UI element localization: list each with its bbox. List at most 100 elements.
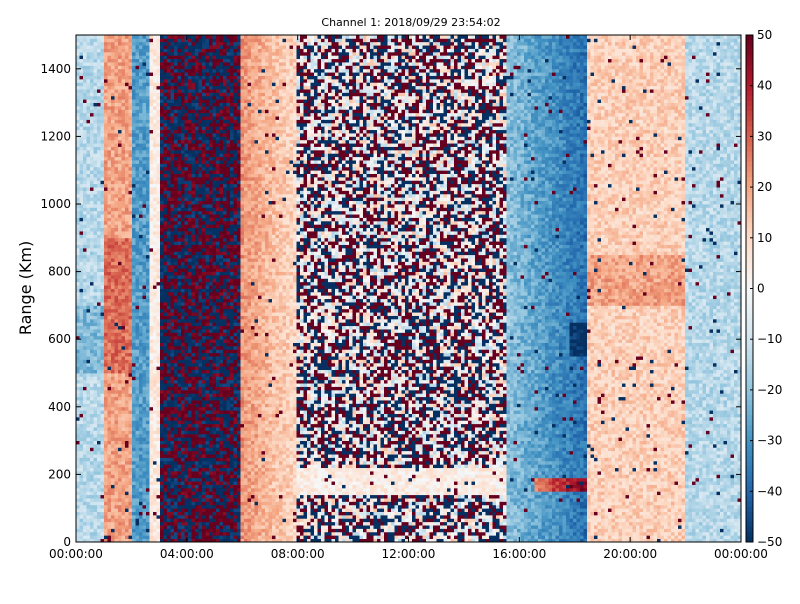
heatmap-cell <box>153 332 157 336</box>
heatmap-cell <box>90 35 94 39</box>
heatmap-cell <box>118 525 122 529</box>
heatmap-cell <box>80 150 84 154</box>
heatmap-cell <box>157 464 161 468</box>
heatmap-cell <box>101 336 105 340</box>
heatmap-cell <box>157 143 161 147</box>
heatmap-cell <box>139 528 143 532</box>
heatmap-cell <box>90 387 94 391</box>
heatmap-cell <box>101 234 105 238</box>
heatmap-cell <box>87 339 91 343</box>
heatmap-cell <box>115 383 119 387</box>
heatmap-cell <box>122 302 126 306</box>
heatmap-cell <box>111 201 115 205</box>
heatmap-cell <box>122 434 126 438</box>
heatmap-cell <box>115 72 119 76</box>
heatmap-cell <box>76 49 80 53</box>
heatmap-cell <box>104 322 108 326</box>
heatmap-cell <box>174 299 178 303</box>
heatmap-cell <box>80 295 84 299</box>
heatmap-cell <box>83 123 87 127</box>
heatmap-cell <box>136 458 140 462</box>
heatmap-cell <box>160 265 164 269</box>
heatmap-cell <box>174 92 178 96</box>
heatmap-cell <box>80 302 84 306</box>
heatmap-cell <box>178 197 182 201</box>
heatmap-cell <box>160 305 164 309</box>
heatmap-cell <box>118 163 122 167</box>
heatmap-cell <box>160 458 164 462</box>
heatmap-cell <box>111 136 115 140</box>
heatmap-cell <box>132 305 136 309</box>
heatmap-cell <box>125 92 129 96</box>
heatmap-cell <box>90 491 94 495</box>
heatmap-cell <box>111 218 115 222</box>
heatmap-cell <box>160 214 164 218</box>
heatmap-cell <box>83 234 87 238</box>
heatmap-cell <box>132 133 136 137</box>
heatmap-cell <box>153 535 157 539</box>
heatmap-cell <box>132 278 136 282</box>
heatmap-cell <box>108 231 112 235</box>
heatmap-cell <box>164 221 168 225</box>
heatmap-cell <box>90 221 94 225</box>
heatmap-cell <box>115 302 119 306</box>
heatmap-cell <box>97 397 101 401</box>
heatmap-cell <box>108 282 112 286</box>
heatmap-cell <box>153 468 157 472</box>
heatmap-cell <box>157 329 161 333</box>
heatmap-cell <box>94 160 98 164</box>
heatmap-cell <box>80 447 84 451</box>
heatmap-cell <box>118 278 122 282</box>
heatmap-cell <box>122 289 126 293</box>
heatmap-cell <box>97 204 101 208</box>
heatmap-cell <box>157 38 161 42</box>
heatmap-cell <box>76 518 80 522</box>
heatmap-cell <box>139 62 143 66</box>
heatmap-cell <box>125 231 129 235</box>
heatmap-cell <box>136 349 140 353</box>
heatmap-cell <box>115 512 119 516</box>
heatmap-cell <box>108 424 112 428</box>
heatmap-cell <box>171 79 175 83</box>
heatmap-cell <box>150 512 154 516</box>
heatmap-cell <box>146 458 150 462</box>
heatmap-cell <box>171 346 175 350</box>
heatmap-cell <box>125 245 129 249</box>
heatmap-cell <box>104 393 108 397</box>
heatmap-cell <box>146 55 150 59</box>
heatmap-cell <box>150 265 154 269</box>
heatmap-cell <box>118 45 122 49</box>
heatmap-cell <box>132 532 136 536</box>
heatmap-cell <box>136 59 140 63</box>
heatmap-cell <box>150 485 154 489</box>
heatmap-cell <box>76 454 80 458</box>
heatmap-cell <box>139 414 143 418</box>
heatmap-cell <box>104 491 108 495</box>
heatmap-cell <box>157 390 161 394</box>
heatmap-cell <box>90 495 94 499</box>
heatmap-cell <box>136 400 140 404</box>
heatmap-cell <box>132 52 136 56</box>
heatmap-cell <box>97 157 101 161</box>
heatmap-cell <box>129 258 133 262</box>
heatmap-cell <box>94 400 98 404</box>
heatmap-cell <box>101 52 105 56</box>
heatmap-cell <box>150 282 154 286</box>
heatmap-cell <box>139 346 143 350</box>
heatmap-cell <box>122 380 126 384</box>
heatmap-cell <box>150 285 154 289</box>
heatmap-cell <box>115 353 119 357</box>
heatmap-cell <box>90 214 94 218</box>
heatmap-cell <box>87 69 91 73</box>
heatmap-cell <box>129 96 133 100</box>
heatmap-cell <box>108 153 112 157</box>
heatmap-cell <box>87 461 91 465</box>
heatmap-cell <box>90 167 94 171</box>
heatmap-cell <box>80 113 84 117</box>
heatmap-cell <box>115 339 119 343</box>
heatmap-cell <box>129 49 133 53</box>
heatmap-cell <box>178 305 182 309</box>
heatmap-cell <box>104 332 108 336</box>
heatmap-cell <box>160 454 164 458</box>
heatmap-cell <box>122 292 126 296</box>
